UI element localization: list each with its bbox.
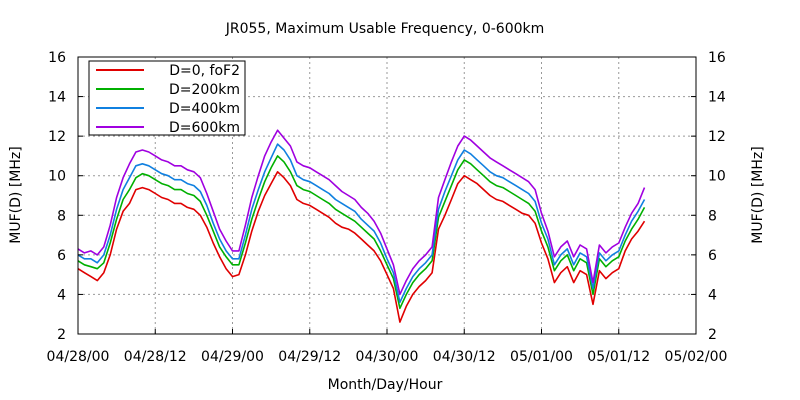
axis-ticks: 2 2 4 4 6 6 8 8 10 10 12 12 14 14 16 16 04/28/00 04/28/12… bbox=[47, 50, 728, 365]
series-line-1 bbox=[77, 171, 646, 323]
y-tick-label-right: 16 bbox=[708, 50, 726, 66]
x-tick-label: 04/29/00 bbox=[201, 349, 264, 365]
series-line-4 bbox=[77, 129, 646, 296]
y-tick-label-right: 12 bbox=[708, 129, 726, 145]
x-tick-label: 05/02/00 bbox=[665, 349, 728, 365]
x-tick-label: 04/28/00 bbox=[47, 349, 110, 365]
legend-label-3: D=400km bbox=[169, 101, 240, 117]
y-tick-label-left: 8 bbox=[57, 208, 66, 224]
series-layer bbox=[77, 129, 646, 323]
series-line-2 bbox=[77, 155, 646, 310]
y-tick-label-right: 8 bbox=[708, 208, 717, 224]
x-tick-label: 04/29/12 bbox=[278, 349, 341, 365]
legend-label-2: D=200km bbox=[169, 82, 240, 98]
y-tick-label-left: 14 bbox=[48, 90, 66, 106]
legend-box bbox=[88, 60, 246, 136]
y-tick-label-right: 2 bbox=[708, 327, 717, 343]
x-tick-label: 04/28/12 bbox=[124, 349, 187, 365]
y-tick-label-left: 12 bbox=[48, 129, 66, 145]
series-line-3 bbox=[77, 143, 646, 304]
x-tick-label: 05/01/00 bbox=[510, 349, 573, 365]
y-tick-label-left: 4 bbox=[57, 287, 66, 303]
y-tick-label-right: 10 bbox=[708, 169, 726, 185]
chart-title: JR055, Maximum Usable Frequency, 0-600km bbox=[225, 21, 545, 37]
y-axis-label-left: MUF(D) [MHz] bbox=[8, 146, 24, 243]
x-tick-label: 04/30/00 bbox=[356, 349, 419, 365]
y-tick-label-right: 14 bbox=[708, 90, 726, 106]
legend: D=0, foF2 D=200km D=400km D=600km bbox=[88, 60, 246, 136]
x-axis-label: Month/Day/Hour bbox=[328, 377, 443, 393]
y-tick-label-right: 6 bbox=[708, 248, 717, 264]
y-axis-label-right: MUF(D) [MHz] bbox=[750, 146, 766, 243]
x-tick-label: 04/30/12 bbox=[433, 349, 496, 365]
legend-label-4: D=600km bbox=[169, 120, 240, 136]
legend-label-1: D=0, foF2 bbox=[169, 63, 240, 79]
y-tick-label-left: 2 bbox=[57, 327, 66, 343]
y-tick-label-left: 16 bbox=[48, 50, 66, 66]
y-tick-label-left: 6 bbox=[57, 248, 66, 264]
x-tick-label: 05/01/12 bbox=[587, 349, 650, 365]
y-tick-label-left: 10 bbox=[48, 169, 66, 185]
y-tick-label-right: 4 bbox=[708, 287, 717, 303]
